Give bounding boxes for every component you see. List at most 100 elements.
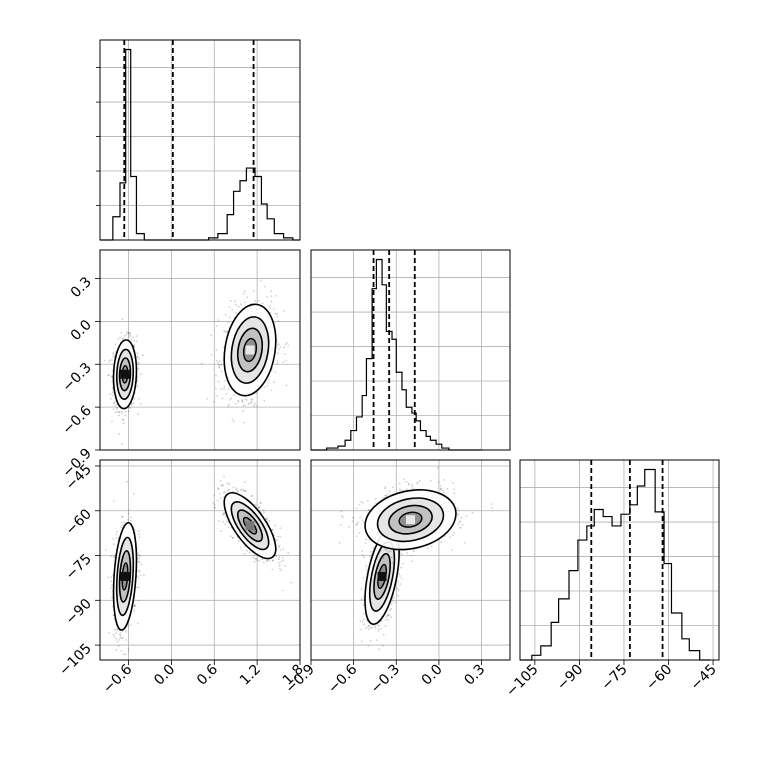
scatter-point (360, 598, 363, 600)
scatter-point (242, 410, 245, 412)
scatter-point (284, 564, 286, 567)
scatter-point (115, 637, 118, 640)
histogram-step-line (100, 48, 300, 241)
scatter-point (129, 407, 132, 409)
scatter-point (224, 523, 226, 525)
scatter-point (242, 490, 245, 492)
scatter-point (232, 420, 235, 423)
scatter-point (366, 569, 368, 571)
scatter-point (113, 402, 115, 404)
scatter-point (362, 599, 365, 601)
scatter-point (255, 392, 258, 394)
scatter-point (262, 561, 265, 564)
density-peak-cell (245, 521, 255, 531)
scatter-point (137, 560, 140, 563)
scatter-point (282, 548, 284, 551)
scatter-point (277, 320, 280, 322)
scatter-point (251, 401, 253, 404)
scatter-point (451, 482, 454, 485)
scatter-point (220, 363, 223, 366)
scatter-point (253, 290, 255, 292)
scatter-point (262, 509, 265, 511)
scatter-point (223, 513, 226, 516)
scatter-point (116, 640, 119, 643)
scatter-point (394, 601, 397, 604)
scatter-point (222, 520, 224, 523)
scatter-point (121, 318, 124, 321)
scatter-point (214, 387, 217, 390)
scatter-point (123, 422, 125, 425)
scatter-point (132, 336, 134, 339)
scatter-point (403, 478, 405, 481)
scatter-point (224, 515, 227, 518)
scatter-point (138, 533, 141, 536)
scatter-point (248, 551, 251, 554)
scatter-point (223, 512, 226, 514)
scatter-point (228, 483, 231, 486)
scatter-point (363, 623, 366, 626)
scatter-point (218, 365, 221, 368)
scatter-point (270, 290, 272, 293)
scatter-point (218, 366, 221, 369)
scatter-point (274, 313, 277, 315)
scatter-point (232, 394, 235, 396)
scatter-point (439, 488, 442, 490)
scatter-point (137, 599, 140, 602)
scatter-point (219, 493, 222, 495)
scatter-point (137, 530, 140, 533)
scatter-point (127, 518, 129, 521)
density-panel-p1_vs_p3 (99, 459, 301, 661)
scatter-point (221, 397, 224, 400)
scatter-point (271, 559, 274, 562)
scatter-point (136, 356, 139, 359)
scatter-point (259, 502, 262, 505)
scatter-point (367, 644, 370, 647)
scatter-point (290, 581, 292, 584)
scatter-point (365, 627, 367, 630)
scatter-point (118, 633, 121, 636)
scatter-point (124, 653, 127, 656)
scatter-point (139, 555, 141, 557)
scatter-point (278, 567, 281, 570)
scatter-point (231, 418, 234, 421)
scatter-point (249, 402, 251, 405)
scatter-point (127, 648, 130, 650)
scatter-point (125, 639, 127, 641)
scatter-point (132, 402, 135, 405)
scatter-point (115, 408, 118, 410)
scatter-point (287, 344, 290, 347)
scatter-point (266, 295, 268, 298)
scatter-point (222, 484, 224, 487)
scatter-point (369, 639, 372, 642)
scatter-point (270, 389, 273, 392)
scatter-point (116, 410, 119, 413)
scatter-point (123, 334, 126, 337)
scatter-point (391, 562, 394, 564)
scatter-point (112, 614, 115, 617)
scatter-point (391, 600, 394, 603)
scatter-point (279, 535, 282, 538)
scatter-point (276, 315, 278, 318)
scatter-point (111, 605, 114, 608)
scatter-point (471, 511, 474, 514)
scatter-point (268, 519, 271, 522)
scatter-point (384, 548, 387, 550)
scatter-point (111, 420, 113, 423)
scatter-point (266, 559, 269, 562)
scatter-point (365, 565, 368, 567)
scatter-point (110, 576, 113, 579)
scatter-point (122, 637, 124, 640)
scatter-point (130, 516, 133, 519)
scatter-point (114, 343, 117, 346)
scatter-point (251, 398, 254, 400)
scatter-point (272, 308, 275, 310)
scatter-point (121, 338, 124, 340)
scatter-point (210, 334, 213, 337)
scatter-point (115, 632, 117, 635)
scatter-point (133, 492, 136, 495)
scatter-point (112, 500, 115, 502)
scatter-point (113, 401, 115, 404)
scatter-point (110, 580, 113, 583)
scatter-point (265, 518, 268, 520)
density-panel-p1_vs_p2 (99, 249, 301, 451)
